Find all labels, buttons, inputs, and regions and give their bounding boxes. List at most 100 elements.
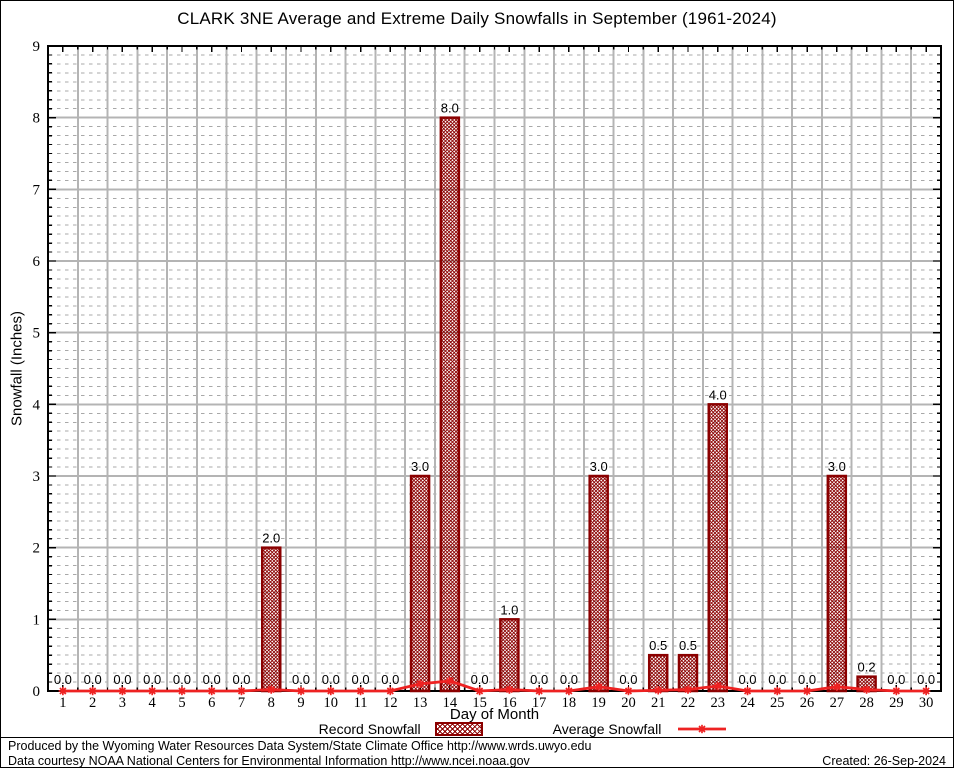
x-tick-label: 11 — [354, 695, 368, 711]
bar-value-label: 0.0 — [84, 672, 102, 687]
legend-average-swatch — [678, 724, 727, 733]
x-tick-label: 12 — [383, 695, 398, 711]
average-marker-day-18 — [564, 686, 574, 696]
bar-value-label: 0.0 — [352, 672, 370, 687]
record-bar-day-21 — [647, 653, 669, 693]
bar-value-label: 0.0 — [560, 672, 578, 687]
average-marker-day-22 — [683, 685, 693, 694]
bar-value-label: 0.0 — [798, 672, 816, 687]
bar-value-label: 8.0 — [441, 101, 459, 116]
average-marker-day-8 — [267, 685, 276, 694]
gridlines — [48, 46, 941, 691]
legend-record-label: Record Snowfall — [318, 720, 421, 737]
bar-value-label: 4.0 — [709, 387, 727, 402]
average-marker-day-23 — [713, 681, 722, 691]
y-tick-label: 9 — [33, 39, 41, 55]
x-tick-label: 3 — [119, 695, 126, 711]
legend-record-swatch — [434, 721, 483, 736]
x-tick-label: 7 — [238, 695, 245, 711]
average-marker-icon — [698, 724, 707, 733]
record-bar-day-27 — [826, 474, 848, 693]
x-tick-label: 14 — [443, 695, 458, 711]
average-marker-day-28 — [862, 685, 871, 694]
bar-value-label: 0.0 — [530, 672, 548, 687]
bar-value-label: 0.0 — [232, 672, 250, 687]
average-marker-day-7 — [237, 686, 246, 696]
bar-value-label: 0.0 — [173, 672, 191, 687]
x-tick-label: 8 — [268, 695, 275, 711]
bar-value-label: 0.5 — [649, 638, 667, 653]
x-tick-label: 21 — [651, 695, 666, 711]
x-tick-label: 30 — [919, 695, 934, 711]
record-bar-day-8 — [261, 546, 282, 693]
x-tick-label: 15 — [472, 695, 487, 711]
average-snowfall-line — [62, 679, 927, 693]
bar-value-label: 0.0 — [471, 672, 489, 687]
chart-title: CLARK 3NE Average and Extreme Daily Snow… — [177, 9, 777, 28]
x-tick-label: 25 — [770, 695, 785, 711]
average-marker-day-4 — [147, 686, 157, 696]
bar-value-label: 0.0 — [292, 672, 310, 687]
bar-value-labels: 0.0 0.0 0.0 0.0 0.0 0.0 0.0 2.0 0.0 0.0 0.0 0.0 3.0 8… — [54, 101, 935, 687]
average-marker-day-24 — [743, 686, 752, 696]
y-tick-label: 8 — [33, 111, 41, 127]
record-snowfall-bars — [261, 116, 877, 693]
average-marker-day-27 — [832, 682, 842, 691]
record-bar-day-14 — [439, 116, 461, 693]
average-marker-day-15 — [475, 686, 484, 696]
x-tick-label: 22 — [681, 695, 696, 711]
record-bar-day-13 — [409, 474, 431, 693]
bar-value-label: 3.0 — [411, 459, 429, 474]
average-marker-day-6 — [207, 686, 216, 696]
x-tick-label: 10 — [324, 695, 339, 711]
average-marker-day-5 — [177, 686, 187, 696]
footer-produced-by: Produced by the Wyoming Water Resources … — [8, 739, 592, 753]
x-tick-label: 2 — [89, 695, 96, 711]
bar-value-label: 0.0 — [113, 672, 131, 687]
average-marker-day-19 — [594, 682, 603, 691]
x-tick-label: 28 — [859, 695, 874, 711]
average-snowfall-markers — [58, 676, 931, 696]
x-tick-labels: 1 2 3 4 5 6 7 8 9 10 11 12 13 14 15 16 17 18 19 20 21 22 23 24 2… — [59, 695, 933, 711]
x-tick-label: 26 — [800, 695, 815, 711]
record-bar-day-19 — [588, 474, 609, 693]
x-tick-label: 27 — [830, 695, 845, 711]
average-marker-day-25 — [773, 686, 782, 696]
average-marker-day-1 — [58, 686, 68, 696]
x-tick-label: 9 — [297, 695, 304, 711]
average-marker-day-16 — [505, 685, 514, 694]
average-marker-day-26 — [802, 686, 812, 696]
average-marker-day-2 — [88, 686, 97, 696]
footer-created-date: Created: 26-Sep-2024 — [822, 754, 946, 768]
bar-value-label: 0.0 — [917, 672, 935, 687]
bar-value-label: 0.0 — [738, 672, 756, 687]
x-tick-label: 17 — [532, 695, 547, 711]
average-marker-day-3 — [118, 686, 127, 696]
bar-value-label: 1.0 — [500, 602, 518, 617]
x-tick-label: 20 — [621, 695, 636, 711]
y-tick-label: 3 — [33, 469, 41, 485]
legend: Record Snowfall Average Snowfall — [48, 720, 953, 737]
average-marker-day-10 — [326, 686, 335, 696]
average-marker-day-17 — [534, 686, 544, 696]
average-marker-day-20 — [624, 686, 633, 696]
bar-value-label: 0.2 — [858, 660, 876, 675]
footer: Produced by the Wyoming Water Resources … — [1, 737, 953, 768]
x-tick-label: 6 — [208, 695, 215, 711]
bar-value-label: 2.0 — [262, 531, 280, 546]
y-tick-label: 6 — [33, 254, 41, 270]
bar-value-label: 0.0 — [322, 672, 340, 687]
x-tick-label: 4 — [149, 695, 157, 711]
x-tick-label: 23 — [711, 695, 726, 711]
x-tick-label: 5 — [178, 695, 185, 711]
x-tick-label: 1 — [59, 695, 66, 711]
average-marker-day-21 — [654, 686, 663, 695]
average-marker-day-14 — [445, 676, 455, 686]
bar-value-label: 0.0 — [381, 672, 399, 687]
y-tick-label: 1 — [33, 612, 41, 628]
bar-value-label: 0.0 — [768, 672, 786, 687]
bar-value-label: 0.0 — [887, 672, 905, 687]
y-tick-label: 0 — [33, 684, 41, 700]
